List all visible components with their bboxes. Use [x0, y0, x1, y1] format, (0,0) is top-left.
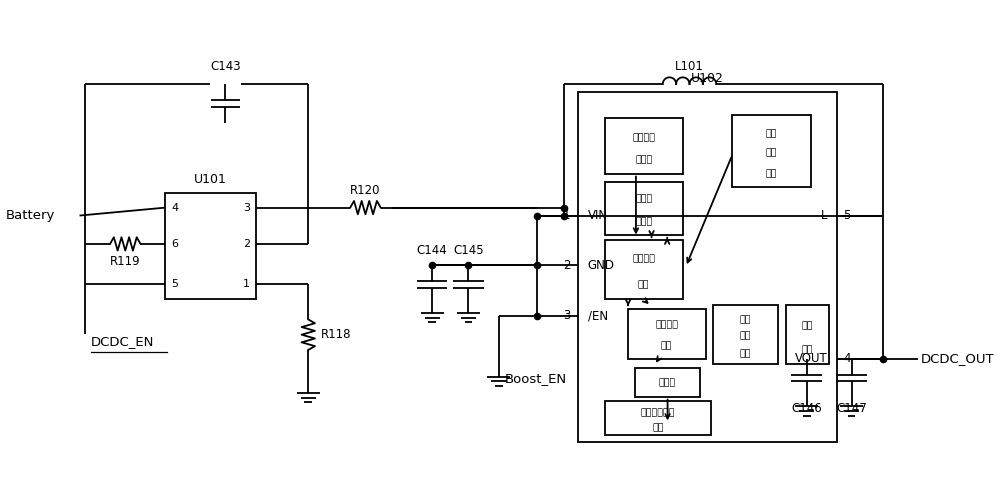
- Text: 模块: 模块: [766, 169, 777, 179]
- Text: U102: U102: [691, 72, 724, 85]
- Text: 开关: 开关: [740, 349, 751, 358]
- Text: 6: 6: [171, 239, 178, 249]
- Bar: [605, 240, 683, 299]
- Text: 1: 1: [243, 280, 250, 289]
- Bar: [713, 305, 778, 364]
- Bar: [165, 193, 256, 299]
- Text: 1: 1: [563, 209, 570, 222]
- Text: 开关: 开关: [801, 345, 813, 354]
- Text: DCDC_OUT: DCDC_OUT: [921, 352, 995, 365]
- Text: L101: L101: [675, 60, 704, 74]
- Text: R118: R118: [321, 328, 351, 341]
- Text: VIN: VIN: [588, 209, 608, 222]
- Text: R120: R120: [350, 184, 381, 197]
- Text: 温度: 温度: [766, 129, 777, 138]
- Text: VOUT: VOUT: [795, 352, 828, 365]
- Text: 5: 5: [171, 280, 178, 289]
- Text: C144: C144: [417, 245, 448, 257]
- Bar: [605, 119, 683, 173]
- Text: C146: C146: [791, 402, 822, 414]
- Text: 4: 4: [843, 352, 850, 365]
- Bar: [786, 305, 829, 364]
- Text: 4: 4: [171, 203, 178, 212]
- Bar: [578, 92, 837, 442]
- Text: 低电压稳: 低电压稳: [632, 133, 655, 142]
- Text: DCDC_EN: DCDC_EN: [91, 335, 154, 348]
- Text: 动模块: 动模块: [635, 217, 652, 226]
- Text: 监测: 监测: [766, 148, 777, 157]
- Text: 主开关: 主开关: [659, 378, 676, 387]
- Text: Boost_EN: Boost_EN: [505, 372, 567, 385]
- Text: Battery: Battery: [6, 209, 56, 222]
- Text: 模块: 模块: [652, 423, 664, 432]
- Bar: [605, 402, 711, 435]
- Text: GND: GND: [588, 258, 615, 272]
- Text: 控制逻辑: 控制逻辑: [632, 255, 655, 264]
- Text: 模块: 模块: [661, 342, 672, 351]
- Text: 控制逻辑: 控制逻辑: [655, 320, 678, 329]
- Bar: [635, 368, 700, 397]
- Text: /EN: /EN: [588, 309, 608, 322]
- Text: C145: C145: [453, 245, 484, 257]
- Text: 旁路: 旁路: [801, 321, 813, 330]
- Text: 旁路开关控制: 旁路开关控制: [641, 409, 675, 417]
- Text: 2: 2: [563, 258, 570, 272]
- Bar: [732, 116, 811, 187]
- Text: 整流: 整流: [740, 331, 751, 340]
- Text: 定模块: 定模块: [635, 155, 652, 165]
- Text: C143: C143: [210, 60, 241, 74]
- Text: U101: U101: [194, 173, 227, 186]
- Text: 2: 2: [243, 239, 250, 249]
- Text: 模块: 模块: [638, 280, 649, 289]
- Bar: [628, 309, 706, 359]
- Text: 同步: 同步: [740, 315, 751, 325]
- Text: 3: 3: [563, 309, 570, 322]
- Text: 5: 5: [843, 209, 850, 222]
- Text: C147: C147: [836, 402, 867, 414]
- Text: R119: R119: [110, 254, 141, 268]
- Bar: [605, 182, 683, 235]
- Text: 上电启: 上电启: [635, 195, 652, 204]
- Text: 3: 3: [243, 203, 250, 212]
- Text: L: L: [821, 209, 828, 222]
